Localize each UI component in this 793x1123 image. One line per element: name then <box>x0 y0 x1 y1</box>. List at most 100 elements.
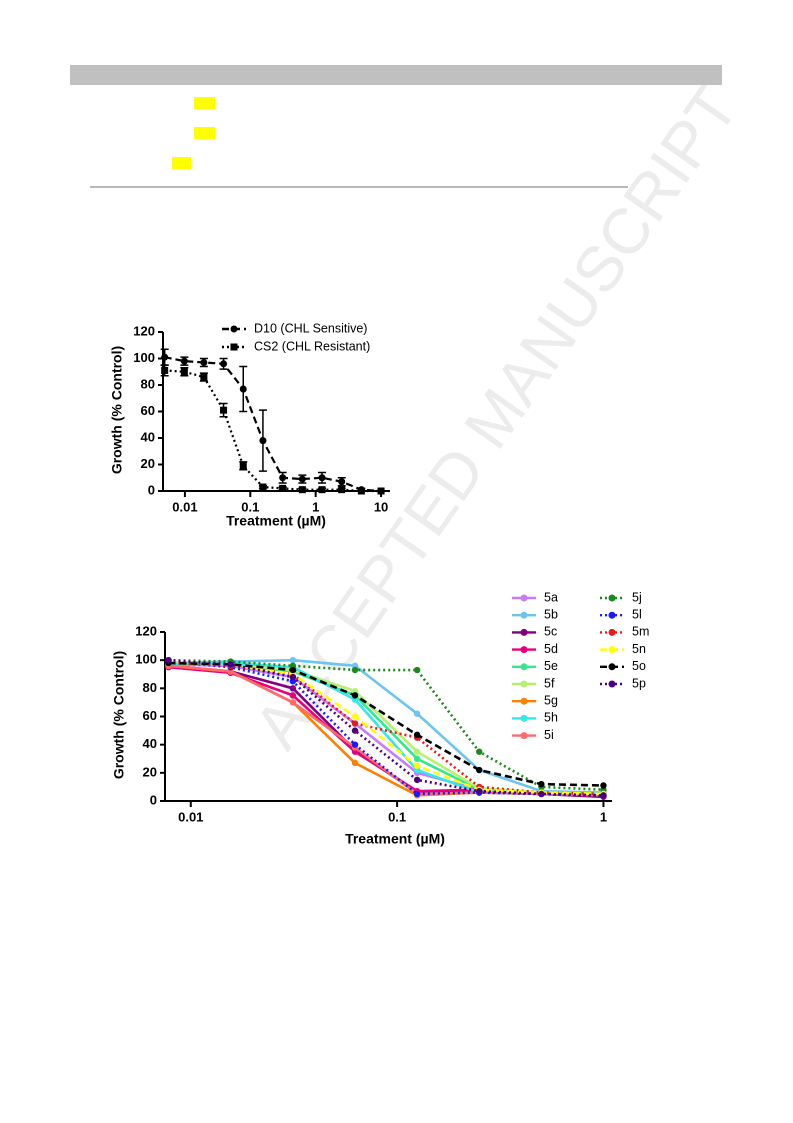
point <box>220 360 228 368</box>
legend-label: 5d <box>544 642 558 656</box>
legend-marker <box>520 732 528 740</box>
point <box>289 673 297 681</box>
series-line <box>164 356 382 493</box>
series-line <box>168 661 604 796</box>
point <box>413 731 421 739</box>
legend-label: 5b <box>544 607 558 621</box>
x-axis-title: Treatment (µM) <box>226 513 326 529</box>
x-tick-label: 1 <box>600 809 607 824</box>
legend-marker <box>520 628 528 636</box>
legend-marker <box>230 325 238 333</box>
x-tick-label: 0.1 <box>241 499 259 514</box>
point <box>351 666 359 674</box>
legend-label: 5j <box>632 590 642 604</box>
point <box>298 475 306 483</box>
legend-label: 5n <box>632 642 646 656</box>
legend-label: 5m <box>632 625 649 639</box>
highlight <box>172 157 191 169</box>
point <box>413 776 421 784</box>
legend-marker <box>230 343 238 351</box>
legend-label: CS2 (CHL Resistant) <box>254 339 370 353</box>
series-line <box>168 658 604 794</box>
point <box>600 782 607 789</box>
legend-label: 5a <box>544 590 558 604</box>
point <box>318 474 326 482</box>
point <box>351 741 359 748</box>
point <box>227 661 234 668</box>
x-tick-label: 0.1 <box>388 809 406 824</box>
legend-marker <box>520 680 528 688</box>
point <box>289 685 297 692</box>
x-axis-title: Treatment (µM) <box>345 831 445 847</box>
legend-label: 5e <box>544 659 558 673</box>
point <box>413 790 421 798</box>
point <box>180 357 188 365</box>
point <box>476 766 483 774</box>
series-line <box>168 661 604 787</box>
series-line <box>168 663 604 796</box>
point <box>413 755 421 762</box>
y-axis-title: Growth (% Control) <box>111 651 127 779</box>
highlight <box>194 97 215 109</box>
point <box>413 666 421 674</box>
series-line <box>168 661 604 796</box>
series-line <box>164 369 382 493</box>
x-tick-label: 1 <box>312 499 319 514</box>
y-tick-label: 60 <box>141 403 155 418</box>
point <box>161 353 169 361</box>
point <box>351 692 359 699</box>
point <box>357 487 365 495</box>
legend-marker <box>608 680 616 688</box>
point <box>538 790 545 798</box>
legend-marker <box>608 611 616 619</box>
y-tick-label: 60 <box>143 708 157 723</box>
highlight <box>194 127 215 139</box>
point <box>239 385 247 393</box>
point <box>289 666 297 674</box>
table-header-bar <box>70 65 722 85</box>
point <box>351 759 359 767</box>
point <box>413 748 421 755</box>
point <box>289 656 297 664</box>
x-tick-label: 10 <box>374 499 388 514</box>
point <box>279 474 287 482</box>
point <box>351 727 359 734</box>
legend-label: 5i <box>544 728 554 742</box>
y-tick-label: 80 <box>141 376 155 391</box>
legend-marker <box>520 697 528 705</box>
legend-marker <box>608 663 616 671</box>
legend-marker <box>608 594 616 602</box>
y-tick-label: 120 <box>135 623 157 638</box>
point <box>351 720 359 727</box>
y-tick-label: 20 <box>141 456 155 471</box>
point <box>377 487 385 495</box>
y-tick-label: 100 <box>133 350 155 365</box>
legend-marker <box>520 714 528 722</box>
legend-marker <box>608 628 616 636</box>
point <box>289 692 297 699</box>
y-tick-label: 0 <box>150 792 157 807</box>
y-tick-label: 40 <box>143 736 157 751</box>
legend-marker <box>520 611 528 619</box>
point <box>259 437 267 445</box>
point <box>259 483 267 491</box>
point <box>351 713 359 720</box>
point <box>161 366 169 374</box>
legend-marker <box>520 663 528 671</box>
point <box>298 486 306 494</box>
watermark: ACCEPTED MANUSCRIPT <box>240 73 752 761</box>
point <box>413 762 421 769</box>
legend-label: 5p <box>632 676 646 690</box>
point <box>476 787 483 795</box>
y-tick-label: 0 <box>148 482 155 497</box>
y-tick-label: 100 <box>135 652 157 667</box>
x-tick-label: 0.01 <box>172 499 197 514</box>
legend-label: 5l <box>632 607 642 621</box>
point <box>180 368 188 376</box>
legend-marker <box>520 646 528 654</box>
point <box>200 358 208 366</box>
point <box>538 780 545 788</box>
legend-label: 5g <box>544 693 558 707</box>
legend-label: 5f <box>544 676 555 690</box>
